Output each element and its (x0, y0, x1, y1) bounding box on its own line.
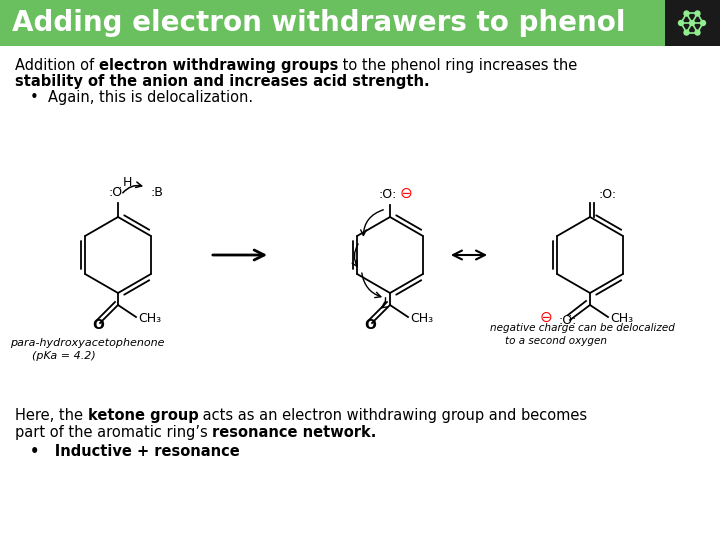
Text: •  Again, this is delocalization.: • Again, this is delocalization. (30, 90, 253, 105)
Text: O: O (92, 318, 104, 332)
Text: :Ö:: :Ö: (558, 314, 577, 327)
Circle shape (678, 21, 683, 25)
Text: stability of the anion and increases acid strength.: stability of the anion and increases aci… (15, 74, 430, 89)
Circle shape (695, 30, 700, 35)
Text: resonance network.: resonance network. (212, 425, 377, 440)
Text: :O:: :O: (598, 188, 616, 201)
Text: to a second oxygen: to a second oxygen (505, 336, 607, 346)
Text: :B: :B (150, 186, 163, 199)
Text: CH₃: CH₃ (410, 313, 433, 326)
Circle shape (690, 21, 695, 25)
Text: Adding electron withdrawers to phenol: Adding electron withdrawers to phenol (12, 9, 626, 37)
Text: ketone group: ketone group (88, 408, 199, 423)
FancyBboxPatch shape (665, 0, 720, 46)
Text: :Ö:: :Ö: (378, 188, 397, 201)
Text: CH₃: CH₃ (138, 313, 161, 326)
Text: ⊖: ⊖ (400, 186, 413, 200)
Circle shape (701, 21, 706, 25)
Text: CH₃: CH₃ (610, 313, 633, 326)
Text: Addition of: Addition of (15, 58, 99, 73)
Text: •   Inductive + resonance: • Inductive + resonance (30, 444, 240, 459)
Text: electron withdrawing groups: electron withdrawing groups (99, 58, 338, 73)
Text: acts as an electron withdrawing group and becomes: acts as an electron withdrawing group an… (199, 408, 588, 423)
Text: to the phenol ring increases the: to the phenol ring increases the (338, 58, 577, 73)
Text: :Ö: :Ö (108, 186, 122, 199)
Circle shape (684, 11, 689, 16)
Text: O: O (364, 318, 376, 332)
Text: ⊖: ⊖ (540, 309, 553, 325)
FancyBboxPatch shape (0, 0, 720, 46)
Text: (pKa = 4.2): (pKa = 4.2) (32, 351, 96, 361)
Text: part of the aromatic ring’s: part of the aromatic ring’s (15, 425, 212, 440)
Text: para-hydroxyacetophenone: para-hydroxyacetophenone (10, 338, 164, 348)
Text: Here, the: Here, the (15, 408, 88, 423)
Text: H: H (123, 176, 132, 189)
Text: negative charge can be delocalized: negative charge can be delocalized (490, 323, 675, 333)
Circle shape (695, 11, 700, 16)
Circle shape (684, 30, 689, 35)
